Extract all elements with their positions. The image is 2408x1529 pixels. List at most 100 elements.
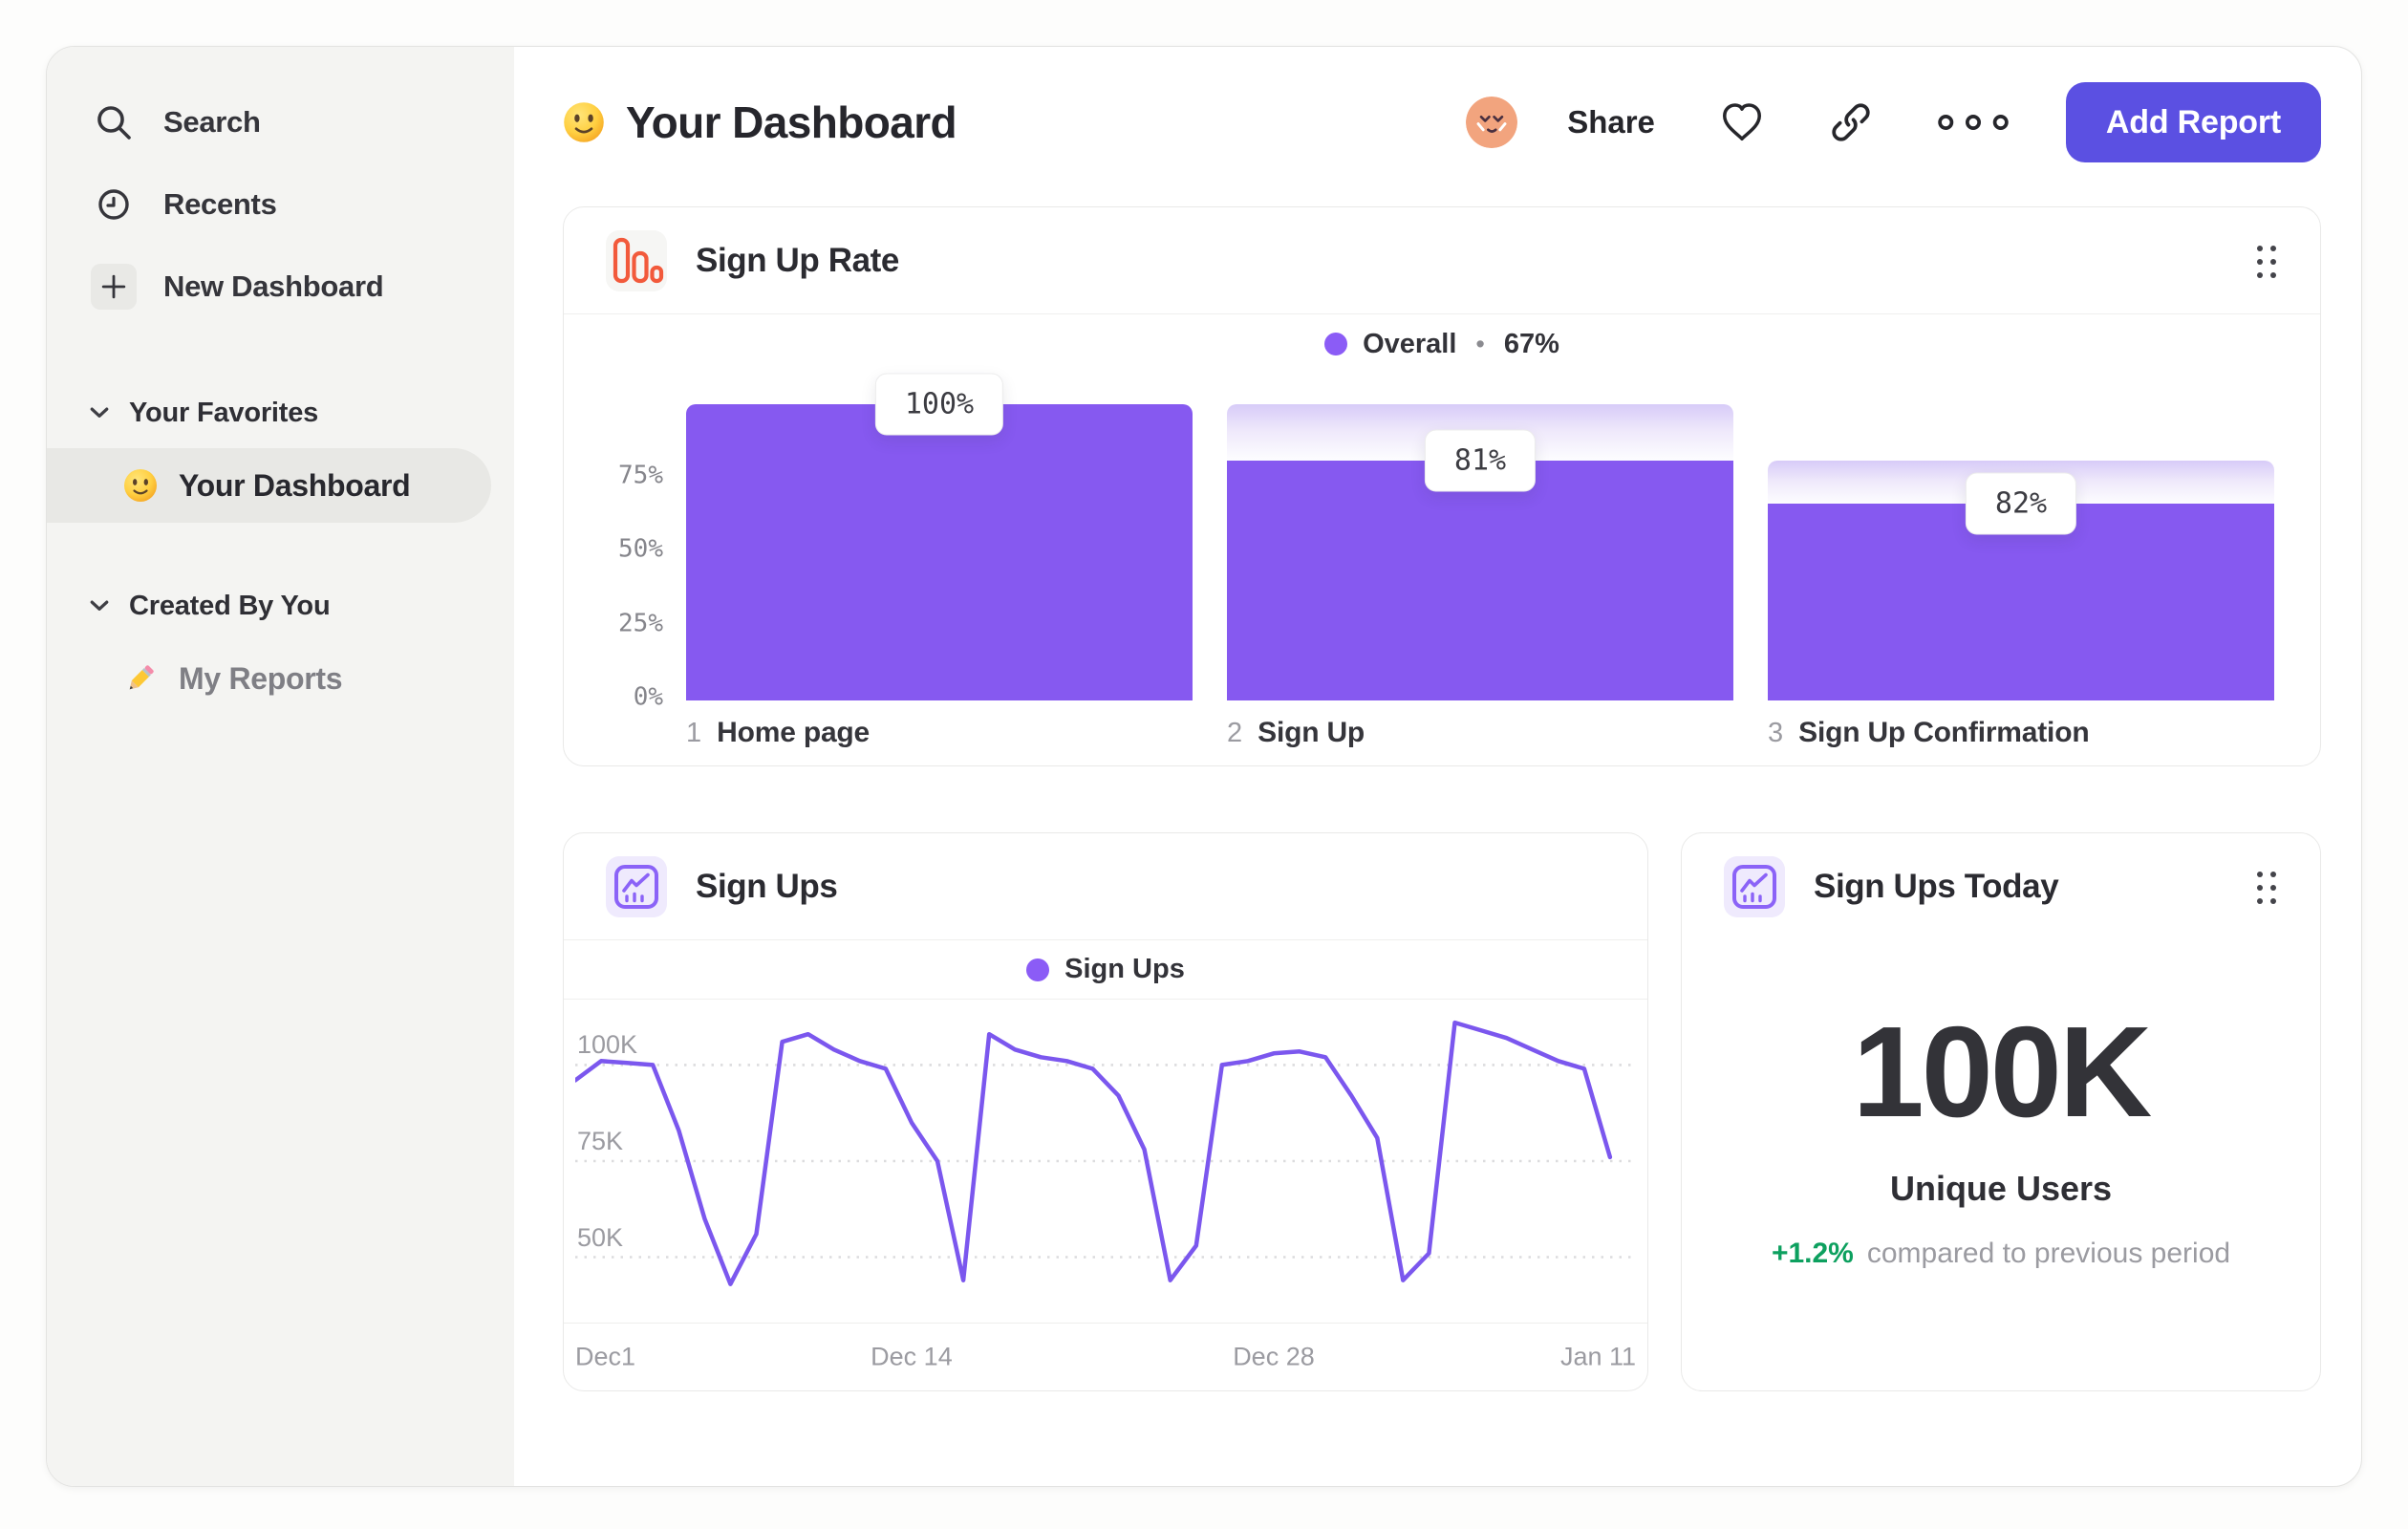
legend-separator: • [1475,329,1485,358]
line-y-tick: 50K [577,1222,624,1252]
heart-icon [1722,103,1761,140]
sidebar-section-your-favorites[interactable]: Your Favorites [47,393,514,433]
funnel-step-labels: 1 Home page 2 Sign Up 3 Sign Up Confirmation [686,714,2274,752]
line-legend: Sign Ups [564,940,1647,1000]
kpi-caption: Unique Users [1889,1169,2113,1208]
kpi-card-title: Sign Ups Today [1814,868,2059,905]
sidebar-item-label: Recents [163,187,277,221]
clock-icon [91,182,137,227]
funnel-y-tick: 0% [633,682,663,712]
page-title-text: Your Dashboard [626,97,957,147]
funnel-bar-home-page[interactable]: 100% [686,373,1193,700]
more-options-button[interactable] [1936,111,2010,134]
funnel-value-tooltip: 82% [1965,472,2077,535]
funnel-y-tick: 25% [618,608,663,637]
funnel-value-tooltip: 81% [1424,429,1537,492]
kpi-value: 100K [1852,1000,2153,1144]
line-chart-card: Sign Ups Sign Ups 100K 75K 50K Dec1 Dec 14 D… [563,832,1648,1391]
kpi-delta-row: +1.2% compared to previous period [1772,1238,2230,1270]
sidebar-item-label: Search [163,105,261,139]
funnel-y-tick: 75% [618,460,663,489]
funnel-card-title: Sign Up Rate [696,241,899,279]
sidebar-item-label: My Reports [179,660,343,696]
step-name: Home page [717,717,871,748]
sidebar-nav: Search Recents New Dashboard [47,81,514,328]
sidebar-item-search[interactable]: Search [47,81,514,163]
app-window: Search Recents New Dashboard Your Favorite… [46,46,2362,1487]
line-x-axis: Dec1 Dec 14 Dec 28 Jan 11 [564,1323,1647,1389]
add-report-button[interactable]: Add Report [2065,82,2321,162]
legend-dot [1026,958,1050,981]
funnel-legend-label: Overall [1363,328,1457,359]
smiley-emoji [563,101,605,143]
search-icon [91,99,137,145]
line-plot-area[interactable]: 100K 75K 50K [564,1000,1647,1323]
funnel-y-axis: 75% 50% 25% 0% [610,404,686,712]
line-y-tick: 75K [577,1126,624,1155]
smiley-emoji [123,468,158,503]
sidebar-item-recents[interactable]: Recents [47,163,514,246]
chevron-down-icon [89,406,110,420]
topbar-actions: Share [1466,82,2321,162]
section-label: Created By You [129,590,331,621]
funnel-step-label: 3 Sign Up Confirmation [1768,714,2274,752]
link-icon [1832,103,1870,141]
line-card-header: Sign Ups [564,833,1647,940]
funnel-bar-sign-up[interactable]: 81% [1227,404,1733,700]
copy-link-button[interactable] [1829,100,1873,144]
line-chart-icon [606,855,667,917]
pencil-emoji [123,661,158,696]
sidebar-item-label: New Dashboard [163,269,384,303]
main-content: Your Dashboard Share [514,47,2361,1486]
favorite-heart-button[interactable] [1718,100,1766,144]
step-number: 3 [1768,717,1784,748]
line-legend-label: Sign Ups [1064,954,1185,984]
section-label: Your Favorites [129,397,319,428]
page-title: Your Dashboard [563,97,957,148]
avatar-face-icon [1466,97,1518,148]
kpi-card: Sign Ups Today 100K Unique Users +1.2% c… [1681,832,2321,1391]
line-x-tick: Dec 28 [1233,1342,1315,1370]
funnel-bar-fill [1227,460,1733,700]
plus-icon [91,264,137,310]
kpi-drag-handle[interactable] [2257,872,2276,904]
funnel-y-tick: 50% [618,534,663,564]
funnel-card-header: Sign Up Rate [564,207,2320,314]
sidebar-item-label: Your Dashboard [179,467,411,503]
funnel-card: Sign Up Rate Overall • 67% 75% 50% 25% 0% 1… [563,206,2321,766]
funnel-bars-icon [606,229,667,291]
share-button[interactable]: Share [1567,104,1655,140]
sidebar-sections: Your Favorites Your Dashboard Created By Y… [47,393,514,716]
funnel-legend: Overall • 67% [564,314,2320,374]
sidebar-item-new-dashboard[interactable]: New Dashboard [47,246,514,328]
funnel-drag-handle[interactable] [2257,246,2276,278]
kpi-card-header: Sign Ups Today [1682,833,2320,940]
step-number: 2 [1227,717,1243,748]
step-name: Sign Up Confirmation [1798,717,2090,748]
topbar: Your Dashboard Share [563,81,2321,163]
funnel-bars: 100% 81% 82% [686,373,2274,700]
avatar[interactable] [1466,97,1518,148]
kpi-chart-icon [1724,856,1785,917]
step-name: Sign Up [1258,717,1365,748]
funnel-bar-fill [686,404,1193,700]
funnel-step-label: 1 Home page [686,714,1193,752]
kpi-body: 100K Unique Users +1.2% compared to prev… [1682,940,2320,1270]
line-x-tick: Dec1 [575,1342,636,1370]
sidebar-item-my-reports[interactable]: My Reports [47,641,491,716]
line-x-tick: Jan 11 [1559,1342,1636,1370]
cards-row-2: Sign Ups Sign Ups 100K 75K 50K Dec1 Dec 14 D… [563,832,2321,1391]
funnel-value-tooltip: 100% [874,373,1004,436]
ellipsis-icon [1938,114,2009,131]
legend-dot [1324,333,1348,355]
kpi-delta-value: +1.2% [1771,1238,1854,1269]
chevron-down-icon [89,599,110,613]
funnel-step-label: 2 Sign Up [1227,714,1733,752]
sidebar-item-your-dashboard[interactable]: Your Dashboard [47,448,491,523]
funnel-legend-value: 67% [1503,328,1559,359]
funnel-bar-sign-up-confirmation[interactable]: 82% [1768,404,2274,700]
line-x-tick: Dec 14 [871,1342,953,1370]
line-card-title: Sign Ups [696,867,838,905]
sidebar-section-created-by-you[interactable]: Created By You [47,586,514,626]
sidebar: Search Recents New Dashboard Your Favorite… [47,47,514,1486]
